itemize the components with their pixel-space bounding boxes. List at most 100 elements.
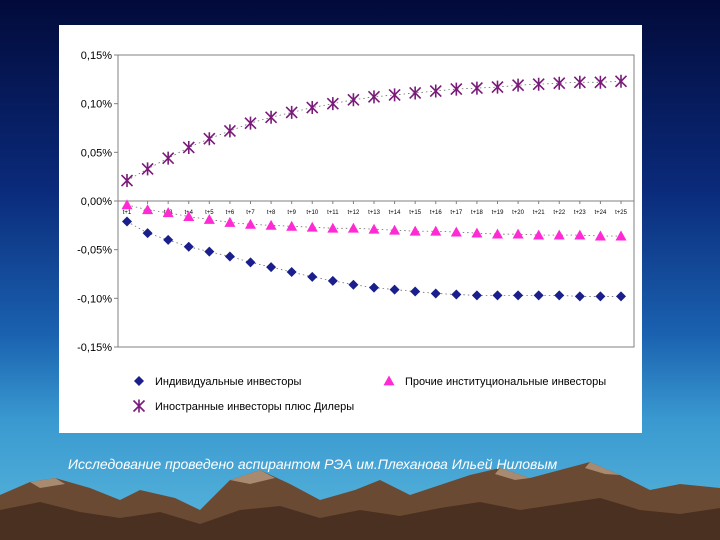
x-tick-label: t+5 xyxy=(205,210,214,216)
data-point-triangle xyxy=(533,229,545,240)
legend-label: Иностранные инвесторы плюс Дилеры xyxy=(155,401,354,413)
data-point-star xyxy=(594,75,607,89)
data-point-triangle xyxy=(162,207,174,218)
data-point-star xyxy=(285,105,298,119)
data-point-star xyxy=(244,116,257,130)
data-point-triangle xyxy=(574,229,586,240)
legend-marker-triangle xyxy=(383,375,395,386)
data-point-triangle xyxy=(142,204,154,215)
data-point-star xyxy=(429,84,442,98)
data-point-diamond xyxy=(266,262,277,273)
data-point-triangle xyxy=(347,222,359,233)
data-point-star xyxy=(367,90,381,104)
data-point-diamond xyxy=(533,290,544,301)
x-tick-label: t+14 xyxy=(389,210,402,216)
y-tick-label: 0,10% xyxy=(81,99,112,111)
data-point-diamond xyxy=(204,246,215,257)
x-tick-label: t+21 xyxy=(533,210,546,216)
data-point-star xyxy=(470,81,483,95)
data-point-diamond xyxy=(369,282,379,293)
data-point-star xyxy=(120,174,134,188)
data-point-triangle xyxy=(615,230,627,241)
x-tick-label: t+20 xyxy=(512,210,525,216)
data-point-diamond xyxy=(389,284,400,295)
data-point-diamond xyxy=(471,290,482,301)
data-point-star xyxy=(409,86,422,100)
legend-label: Прочие институциональные инвесторы xyxy=(405,376,606,388)
plot-area: 0,15% 0,10% 0,05% 0,00% -0,05% -0,10% -0,15% t+… xyxy=(77,50,635,413)
data-point-diamond xyxy=(183,241,194,252)
x-tick-label: t+8 xyxy=(267,210,276,216)
x-tick-label: t+13 xyxy=(368,210,381,216)
data-point-diamond xyxy=(430,288,441,299)
data-point-triangle xyxy=(121,199,133,210)
data-point-diamond xyxy=(224,251,235,262)
data-point-star xyxy=(614,74,628,88)
data-point-triangle xyxy=(306,221,318,232)
data-point-star xyxy=(388,88,401,102)
x-tick-label: t+23 xyxy=(574,210,587,216)
data-point-diamond xyxy=(616,291,626,302)
y-tick-label: -0,15% xyxy=(77,342,112,354)
data-point-triangle xyxy=(471,227,483,238)
caption: Исследование проведено аспирантом РЭА им… xyxy=(68,456,558,472)
data-point-star xyxy=(491,80,504,94)
x-tick-label: t+7 xyxy=(246,210,255,216)
data-point-diamond xyxy=(492,290,503,301)
chart-panel: 0,15% 0,10% 0,05% 0,00% -0,05% -0,10% -0,15% t+… xyxy=(59,25,642,433)
chart: 0,15% 0,10% 0,05% 0,00% -0,05% -0,10% -0,15% t+… xyxy=(77,50,635,413)
data-point-triangle xyxy=(594,230,606,241)
data-point-triangle xyxy=(265,219,277,230)
data-point-triangle xyxy=(327,222,339,233)
data-point-triangle xyxy=(224,216,236,227)
data-point-triangle xyxy=(553,229,565,240)
data-point-triangle xyxy=(183,211,195,221)
data-point-star xyxy=(512,78,525,92)
data-point-star xyxy=(182,140,195,154)
x-tick-label: t+16 xyxy=(430,210,443,216)
data-point-triangle xyxy=(512,228,524,239)
data-point-star xyxy=(162,151,175,165)
data-point-star xyxy=(553,76,566,90)
data-point-diamond xyxy=(513,290,524,301)
data-point-diamond xyxy=(554,290,565,301)
x-tick-label: t+1 xyxy=(123,210,132,216)
legend-label: Индивидуальные инвесторы xyxy=(155,376,301,388)
y-tick-label: 0,00% xyxy=(81,196,112,208)
data-point-diamond xyxy=(574,291,585,302)
x-tick-label: t+22 xyxy=(553,210,566,216)
data-point-star xyxy=(450,82,463,96)
data-point-diamond xyxy=(142,228,153,239)
x-tick-label: t+10 xyxy=(306,210,319,216)
y-tick-label: -0,10% xyxy=(77,293,112,305)
x-tick-label: t+25 xyxy=(615,210,628,216)
data-point-diamond xyxy=(451,289,462,300)
legend-marker-diamond xyxy=(134,376,144,386)
data-point-triangle xyxy=(203,213,215,224)
data-point-star xyxy=(573,75,586,89)
data-point-star xyxy=(326,97,339,111)
data-point-star xyxy=(347,93,360,107)
data-point-diamond xyxy=(286,267,297,278)
x-tick-label: t+18 xyxy=(471,210,484,216)
data-point-diamond xyxy=(410,286,421,297)
data-point-diamond xyxy=(327,275,338,286)
x-tick-label: t+24 xyxy=(594,210,607,216)
legend-marker-star xyxy=(132,399,146,413)
x-tick-label: t+15 xyxy=(409,210,422,216)
data-point-diamond xyxy=(595,291,606,302)
data-point-star xyxy=(141,162,154,176)
x-tick-label: t+19 xyxy=(492,210,505,216)
data-point-triangle xyxy=(450,226,462,237)
data-point-triangle xyxy=(389,224,401,235)
x-tick-label: t+9 xyxy=(287,210,296,216)
data-point-triangle xyxy=(368,223,380,234)
y-tick-label: -0,05% xyxy=(77,245,112,257)
x-tick-label: t+12 xyxy=(347,210,360,216)
x-tick-label: t+11 xyxy=(327,210,339,216)
data-point-triangle xyxy=(409,225,421,236)
data-point-star xyxy=(223,124,236,138)
data-point-triangle xyxy=(492,228,503,239)
data-point-triangle xyxy=(286,220,298,231)
data-point-diamond xyxy=(348,279,359,290)
